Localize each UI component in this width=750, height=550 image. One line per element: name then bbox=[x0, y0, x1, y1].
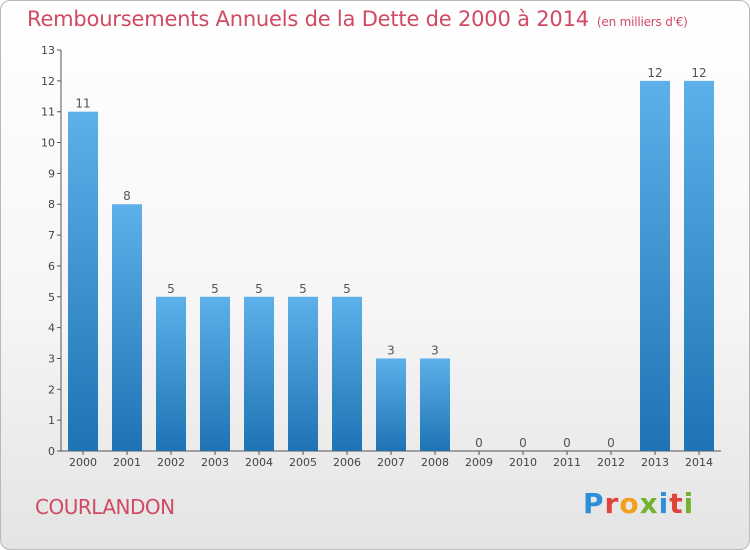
bar bbox=[68, 111, 98, 451]
data-label: 0 bbox=[563, 436, 571, 450]
x-tick-label: 2006 bbox=[333, 456, 361, 469]
y-tick-label: 4 bbox=[48, 322, 55, 335]
x-tick-label: 2010 bbox=[509, 456, 537, 469]
chart-title-text: Remboursements Annuels de la Dette de 20… bbox=[27, 7, 589, 31]
logo-letter: i bbox=[658, 487, 670, 520]
x-tick-label: 2009 bbox=[465, 456, 493, 469]
chart-unit: (en milliers d'€) bbox=[596, 15, 688, 29]
bar bbox=[420, 358, 450, 451]
commune-name: COURLANDON bbox=[35, 495, 175, 519]
y-tick-label: 1 bbox=[48, 414, 55, 427]
bar bbox=[200, 296, 230, 451]
y-tick-label: 8 bbox=[48, 198, 55, 211]
data-label: 5 bbox=[343, 282, 351, 296]
proxiti-logo: Proxiti bbox=[583, 487, 694, 520]
logo-letter: P bbox=[583, 487, 605, 520]
y-tick-label: 0 bbox=[48, 445, 55, 458]
bar bbox=[640, 80, 670, 451]
y-tick-label: 2 bbox=[48, 383, 55, 396]
data-label: 5 bbox=[255, 282, 263, 296]
x-tick-label: 2001 bbox=[113, 456, 141, 469]
x-tick-label: 2012 bbox=[597, 456, 625, 469]
y-tick-label: 9 bbox=[48, 167, 55, 180]
bar bbox=[156, 296, 186, 451]
x-tick-label: 2005 bbox=[289, 456, 317, 469]
x-tick-label: 2011 bbox=[553, 456, 581, 469]
x-tick-label: 2013 bbox=[641, 456, 669, 469]
bar bbox=[112, 204, 142, 451]
data-label: 5 bbox=[211, 282, 219, 296]
logo-letter: i bbox=[683, 487, 695, 520]
y-tick-label: 12 bbox=[41, 75, 55, 88]
y-tick-label: 10 bbox=[41, 137, 55, 150]
y-tick-label: 5 bbox=[48, 291, 55, 304]
x-tick-label: 2007 bbox=[377, 456, 405, 469]
bar bbox=[684, 80, 714, 451]
y-tick-label: 11 bbox=[41, 106, 55, 119]
data-label: 3 bbox=[387, 343, 395, 357]
logo-letter: x bbox=[639, 487, 659, 520]
bar bbox=[244, 296, 274, 451]
logo-letter: o bbox=[619, 487, 640, 520]
logo-letter: t bbox=[669, 487, 684, 520]
x-tick-label: 2008 bbox=[421, 456, 449, 469]
bar bbox=[376, 358, 406, 451]
logo-letter: r bbox=[604, 487, 620, 520]
data-label: 3 bbox=[431, 343, 439, 357]
bar bbox=[288, 296, 318, 451]
data-label: 0 bbox=[475, 436, 483, 450]
data-label: 8 bbox=[123, 189, 131, 203]
data-label: 5 bbox=[299, 282, 307, 296]
x-tick-label: 2003 bbox=[201, 456, 229, 469]
data-label: 12 bbox=[691, 66, 706, 80]
y-tick-label: 3 bbox=[48, 352, 55, 365]
x-tick-label: 2000 bbox=[69, 456, 97, 469]
x-tick-label: 2002 bbox=[157, 456, 185, 469]
y-tick-label: 6 bbox=[48, 260, 55, 273]
bar bbox=[332, 296, 362, 451]
data-label: 5 bbox=[167, 282, 175, 296]
data-label: 0 bbox=[607, 436, 615, 450]
data-label: 0 bbox=[519, 436, 527, 450]
data-label: 11 bbox=[75, 97, 90, 111]
x-tick-label: 2014 bbox=[685, 456, 713, 469]
x-tick-label: 2004 bbox=[245, 456, 273, 469]
data-label: 12 bbox=[647, 66, 662, 80]
y-tick-label: 7 bbox=[48, 229, 55, 242]
chart-title: Remboursements Annuels de la Dette de 20… bbox=[27, 7, 688, 31]
y-tick-label: 13 bbox=[41, 44, 55, 57]
